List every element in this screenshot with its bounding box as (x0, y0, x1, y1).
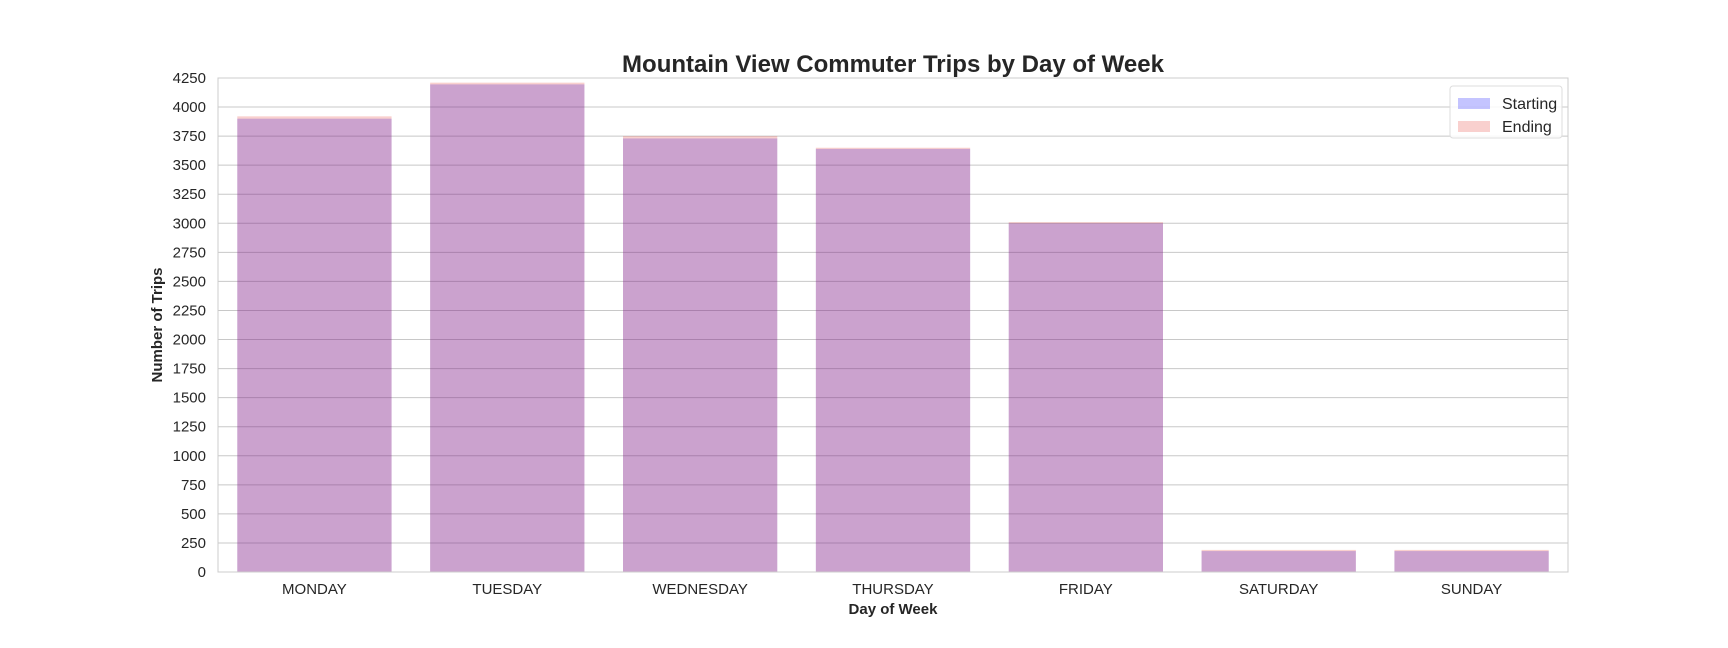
legend-swatch-starting (1458, 98, 1490, 109)
x-tick-label: THURSDAY (852, 581, 933, 598)
bar-starting-thursday (815, 148, 971, 572)
bars (237, 82, 1549, 573)
bar-ending-thursday (815, 147, 971, 572)
y-tick-label: 1500 (173, 390, 206, 407)
plot-frame (217, 77, 1569, 573)
y-tick-labels: 0 250 500 750 1000 1250 1500 1750 2000 2250 2500 27… (173, 70, 206, 581)
y-tick-label: 2000 (173, 332, 206, 349)
bar-starting-sunday (1394, 551, 1549, 572)
bar-starting-monday (237, 118, 392, 573)
bar-ending-wednesday (623, 136, 778, 572)
x-tick-label: WEDNESDAY (652, 581, 748, 598)
y-tick-label: 3250 (173, 186, 206, 203)
x-tick-label: MONDAY (282, 581, 347, 598)
bar-starting-tuesday (430, 84, 585, 572)
x-tick-label: TUESDAY (472, 581, 542, 598)
y-tick-label: 4000 (173, 99, 206, 116)
bar-ending-tuesday (430, 82, 585, 572)
legend-box (1449, 85, 1563, 139)
x-tick-label: SUNDAY (1441, 581, 1502, 598)
bar-ending-saturday (1201, 549, 1356, 572)
y-tick-label: 250 (181, 535, 206, 552)
gridlines (218, 77, 1568, 573)
y-tick-label: 750 (181, 477, 206, 494)
y-tick-label: 1000 (173, 448, 206, 465)
x-tick-label: FRIDAY (1059, 581, 1113, 598)
y-tick-label: 1750 (173, 361, 206, 378)
chart-title: Mountain View Commuter Trips by Day of W… (622, 51, 1165, 78)
y-axis-label: Number of Trips (149, 267, 166, 382)
y-tick-label: 1250 (173, 419, 206, 436)
y-tick-label: 500 (181, 506, 206, 523)
legend-label-starting: Starting (1502, 96, 1557, 113)
y-tick-label: 2250 (173, 302, 206, 319)
y-tick-label: 3000 (173, 215, 206, 232)
bar-ending-sunday (1394, 549, 1549, 572)
bar-starting-wednesday (623, 138, 778, 572)
legend-label-ending: Ending (1502, 119, 1552, 136)
y-tick-label: 2750 (173, 244, 206, 261)
bar-starting-friday (1008, 223, 1163, 572)
legend: Starting Ending (1449, 85, 1563, 139)
x-axis-label: Day of Week (849, 601, 939, 618)
y-tick-label: 4250 (173, 70, 206, 87)
bar-ending-friday (1008, 222, 1163, 572)
bar-starting-saturday (1201, 551, 1356, 572)
y-tick-label: 0 (198, 564, 206, 581)
x-tick-labels: MONDAY TUESDAY WEDNESDAY THURSDAY FRIDAY SATU… (282, 581, 1502, 598)
bar-ending-monday (237, 116, 392, 572)
legend-swatch-ending (1458, 121, 1490, 132)
y-tick-label: 3750 (173, 128, 206, 145)
x-tick-label: SATURDAY (1239, 581, 1318, 598)
y-tick-label: 3500 (173, 157, 206, 174)
y-tick-label: 2500 (173, 273, 206, 290)
